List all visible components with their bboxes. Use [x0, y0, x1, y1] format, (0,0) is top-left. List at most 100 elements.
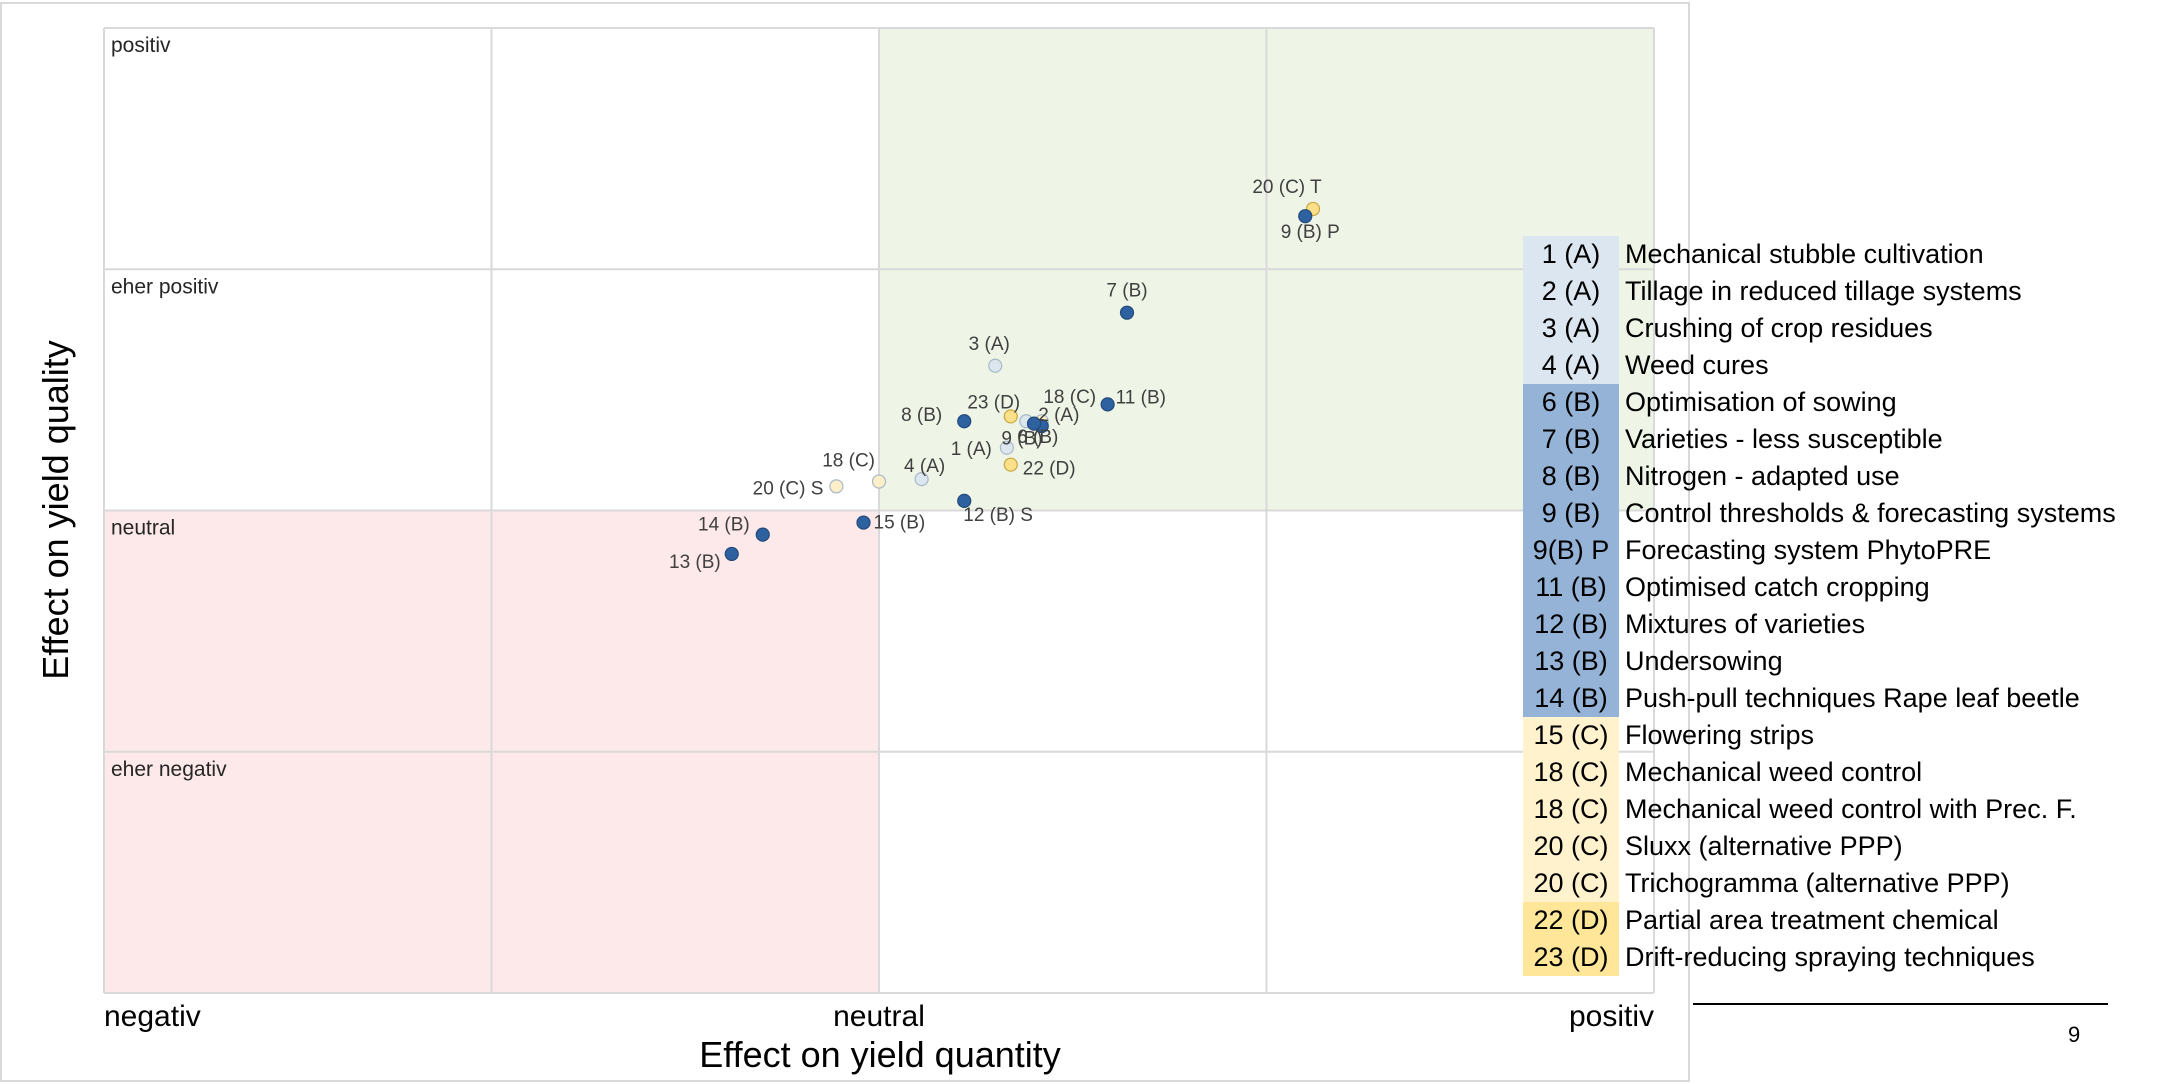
data-label: 13 (B)	[669, 552, 721, 573]
legend-code: 20 (C)	[1523, 828, 1619, 865]
data-label: 22 (D)	[1023, 459, 1076, 480]
legend-text: Mechanical weed control with Prec. F.	[1625, 794, 2077, 824]
x-tick-label: negativ	[104, 1000, 201, 1033]
data-point	[999, 440, 1014, 455]
legend-code: 1 (A)	[1523, 236, 1619, 273]
legend-row: 20 (C) Trichogramma (alternative PPP)	[1523, 865, 2116, 902]
x-tick-label: positiv	[1569, 1000, 1654, 1033]
y-level-labels: positiv eher positiv neutral eher negativ	[111, 34, 227, 781]
legend-text: Varieties - less susceptible	[1625, 424, 1943, 454]
legend-row: 12 (B) Mixtures of varieties	[1523, 606, 2116, 643]
legend-code: 2 (A)	[1523, 273, 1619, 310]
legend-text: Mechanical weed control	[1625, 757, 1923, 787]
legend-text: Tillage in reduced tillage systems	[1625, 276, 2022, 306]
legend-row: 14 (B) Push-pull techniques Rape leaf bee…	[1523, 680, 2116, 717]
legend-code: 9 (B)	[1523, 495, 1619, 532]
legend-text: Mechanical stubble cultivation	[1625, 239, 1984, 269]
data-label: 9 (B) P	[1281, 222, 1340, 243]
data-label: 23 (D)	[967, 392, 1020, 413]
legend-code: 7 (B)	[1523, 421, 1619, 458]
legend-row: 1 (A) Mechanical stubble cultivation	[1523, 236, 2116, 273]
legend-text: Trichogramma (alternative PPP)	[1625, 868, 2010, 898]
data-point	[1298, 209, 1313, 224]
data-point	[1119, 305, 1135, 320]
data-points	[724, 201, 1321, 562]
data-label: 12 (B) S	[963, 505, 1033, 526]
data-point	[724, 546, 739, 562]
legend-code: 18 (C)	[1523, 754, 1619, 791]
legend-code: 18 (C)	[1523, 791, 1619, 828]
legend-code: 14 (B)	[1523, 680, 1619, 717]
legend-text: Push-pull techniques Rape leaf beetle	[1625, 683, 2080, 713]
legend-row: 18 (C) Mechanical weed control	[1523, 754, 2116, 791]
legend-row: 18 (C) Mechanical weed control with Prec.…	[1523, 791, 2116, 828]
data-label: 7 (B)	[1106, 281, 1147, 302]
legend-row: 3 (A) Crushing of crop residues	[1523, 310, 2116, 347]
legend-code: 11 (B)	[1523, 569, 1619, 606]
y-level-label: neutral	[111, 517, 175, 540]
data-label: 11 (B)	[1116, 387, 1166, 408]
legend-row: 7 (B) Varieties - less susceptible	[1523, 421, 2116, 458]
legend-code: 8 (B)	[1523, 458, 1619, 495]
legend-row: 13 (B) Undersowing	[1523, 643, 2116, 680]
legend-text: Weed cures	[1625, 350, 1769, 380]
legend-text: Flowering strips	[1625, 720, 1815, 750]
x-tick-label: neutral	[833, 1000, 925, 1033]
x-axis-title: Effect on yield quantity	[699, 1034, 1061, 1075]
legend-text: Crushing of crop residues	[1625, 313, 1933, 343]
data-label: 8 (B)	[901, 405, 942, 426]
data-point	[871, 474, 887, 489]
legend-row: 11 (B) Optimised catch cropping	[1523, 569, 2116, 606]
data-point	[957, 493, 972, 508]
legend-row: 6 (B) Optimisation of sowing	[1523, 384, 2116, 421]
data-label: 20 (C) S	[753, 478, 824, 499]
data-label: 9 (B)	[1001, 429, 1042, 450]
legend-code: 9(B) P	[1523, 532, 1619, 569]
data-point	[829, 479, 844, 494]
page-number: 9	[2068, 1022, 2081, 1047]
legend-text: Undersowing	[1625, 646, 1783, 676]
legend-row: 23 (D) Drift-reducing spraying techniques	[1523, 939, 2116, 976]
legend-text: Control thresholds & forecasting systems	[1625, 498, 2116, 528]
data-point	[1026, 416, 1042, 431]
legend-text: Nitrogen - adapted use	[1625, 461, 1900, 491]
legend-code: 6 (B)	[1523, 384, 1619, 421]
legend-code: 13 (B)	[1523, 643, 1619, 680]
legend-text: Sluxx (alternative PPP)	[1625, 831, 1903, 861]
legend-code: 15 (C)	[1523, 717, 1619, 754]
legend-row: 22 (D) Partial area treatment chemical	[1523, 902, 2116, 939]
legend-code: 3 (A)	[1523, 310, 1619, 347]
data-label: 6 (B)	[1017, 427, 1058, 448]
legend: 1 (A) Mechanical stubble cultivation 2 (A)…	[1523, 236, 2116, 976]
y-axis-title: Effect on yield quality	[35, 340, 76, 680]
data-point	[988, 358, 1003, 373]
legend-row: 15 (C) Flowering strips	[1523, 717, 2116, 754]
chart-grid	[103, 27, 1655, 994]
data-label: 3 (A)	[969, 334, 1010, 355]
legend-text: Optimised catch cropping	[1625, 572, 1930, 602]
legend-code: 22 (D)	[1523, 902, 1619, 939]
data-label: 15 (B)	[874, 513, 926, 534]
legend-row: 8 (B) Nitrogen - adapted use	[1523, 458, 2116, 495]
legend-row: 20 (C) Sluxx (alternative PPP)	[1523, 828, 2116, 865]
data-label: 18 (C)	[822, 451, 875, 472]
legend-row: 4 (A) Weed cures	[1523, 347, 2116, 384]
x-tick-labels: negativ neutral positiv	[104, 1000, 1654, 1033]
data-point	[957, 414, 972, 429]
legend-code: 4 (A)	[1523, 347, 1619, 384]
legend-text: Optimisation of sowing	[1625, 387, 1897, 417]
point-labels: 20 (C) T 9 (B) P 7 (B) 3 (A) 11 (B) 18 (C) 23 …	[669, 177, 1340, 573]
legend-text: Partial area treatment chemical	[1625, 905, 1999, 935]
data-point	[755, 527, 770, 542]
data-point	[1100, 397, 1115, 412]
data-label: 14 (B)	[698, 515, 750, 536]
legend-text: Mixtures of varieties	[1625, 609, 1866, 639]
data-label: 20 (C) T	[1252, 177, 1322, 198]
data-point	[856, 515, 871, 530]
legend-row: 9(B) P Forecasting system PhytoPRE	[1523, 532, 2116, 569]
data-label: 18 (C)	[1043, 387, 1096, 408]
legend-code: 20 (C)	[1523, 865, 1619, 902]
y-level-label: eher negativ	[111, 758, 227, 781]
data-label: 1 (A)	[951, 439, 992, 460]
